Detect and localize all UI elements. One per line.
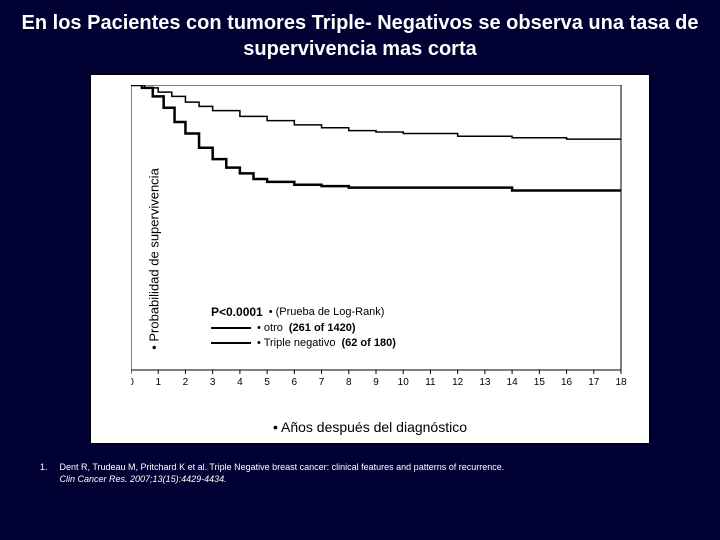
legend-count-otro: (261 of 1420) [289, 322, 356, 334]
citation-line1: Dent R, Trudeau M, Pritchard K et al. Tr… [60, 462, 505, 474]
citation-text: Dent R, Trudeau M, Pritchard K et al. Tr… [60, 462, 505, 485]
svg-text:6: 6 [292, 377, 298, 388]
svg-text:1: 1 [155, 377, 161, 388]
svg-text:14: 14 [507, 377, 519, 388]
svg-text:10: 10 [398, 377, 410, 388]
svg-text:5: 5 [264, 377, 270, 388]
svg-text:11: 11 [425, 377, 436, 388]
svg-text:16: 16 [561, 377, 573, 388]
slide: En los Pacientes con tumores Triple- Neg… [0, 0, 720, 540]
slide-title: En los Pacientes con tumores Triple- Neg… [20, 10, 700, 62]
svg-text:8: 8 [346, 377, 352, 388]
p-value: P<0.0001 [211, 305, 263, 319]
citation: 1. Dent R, Trudeau M, Pritchard K et al.… [40, 462, 700, 485]
p-value-test: • (Prueba de Log-Rank) [269, 306, 385, 318]
legend-label-tn: • Triple negativo [257, 337, 335, 349]
citation-line2: Clin Cancer Res. 2007;13(15):4429-4434. [60, 474, 505, 486]
citation-number: 1. [40, 462, 48, 485]
legend: P<0.0001 • (Prueba de Log-Rank) • otro (… [211, 305, 396, 352]
legend-count-tn: (62 of 180) [341, 337, 395, 349]
svg-text:4: 4 [237, 377, 243, 388]
legend-line-otro [211, 327, 251, 329]
legend-line-tn [211, 342, 251, 345]
svg-text:2: 2 [183, 377, 189, 388]
survival-chart: • Probabilidad de supervivencia 01234567… [90, 74, 650, 444]
svg-text:15: 15 [534, 377, 546, 388]
svg-text:17: 17 [588, 377, 600, 388]
svg-text:12: 12 [452, 377, 464, 388]
svg-text:7: 7 [319, 377, 325, 388]
svg-text:18: 18 [615, 377, 627, 388]
svg-text:13: 13 [479, 377, 491, 388]
x-axis-label: • Años después del diagnóstico [91, 419, 649, 435]
legend-label-otro: • otro [257, 322, 283, 334]
svg-text:3: 3 [210, 377, 216, 388]
svg-text:0: 0 [131, 377, 134, 388]
svg-text:9: 9 [373, 377, 379, 388]
